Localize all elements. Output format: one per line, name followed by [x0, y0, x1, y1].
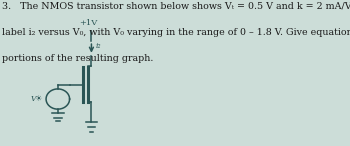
Text: V☀: V☀	[30, 95, 43, 103]
Text: portions of the resulting graph.: portions of the resulting graph.	[2, 54, 154, 63]
Text: +1V: +1V	[79, 19, 97, 27]
Text: 3.   The NMOS transistor shown below shows Vₜ = 0.5 V and k = 2 mA/V². Sketch an: 3. The NMOS transistor shown below shows…	[2, 2, 350, 11]
Text: i₂: i₂	[96, 41, 101, 49]
Text: label i₂ versus V₀, with V₀ varying in the range of 0 – 1.8 V. Give equations fo: label i₂ versus V₀, with V₀ varying in t…	[2, 28, 350, 37]
